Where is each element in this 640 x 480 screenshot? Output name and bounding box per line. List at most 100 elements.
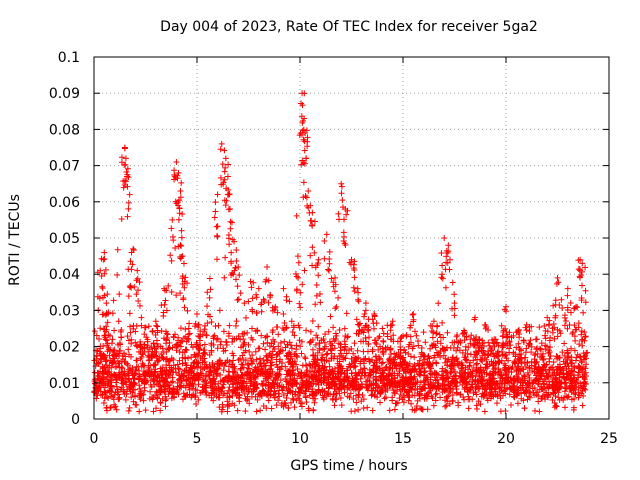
band-point bbox=[424, 406, 431, 413]
spike-point bbox=[124, 165, 131, 172]
spike-point bbox=[136, 279, 143, 286]
band-point bbox=[344, 393, 351, 400]
spike-point bbox=[196, 333, 203, 340]
spike-point bbox=[94, 293, 101, 300]
band-point bbox=[481, 408, 488, 415]
band-point bbox=[219, 401, 226, 408]
band-point bbox=[567, 309, 574, 316]
spike-point bbox=[578, 272, 585, 279]
band-point bbox=[229, 400, 236, 407]
data-point bbox=[103, 300, 110, 307]
spike-point bbox=[421, 368, 428, 375]
band-point bbox=[309, 391, 316, 398]
data-point bbox=[222, 155, 229, 162]
band-point bbox=[571, 395, 578, 402]
band-point bbox=[373, 368, 380, 375]
band-point bbox=[367, 358, 374, 365]
spike-point bbox=[250, 279, 257, 286]
band-point bbox=[305, 383, 312, 390]
band-point bbox=[262, 346, 269, 353]
band-point bbox=[242, 408, 249, 415]
band-point bbox=[269, 368, 276, 375]
band-point bbox=[142, 324, 149, 331]
band-point bbox=[170, 356, 177, 363]
band-point bbox=[160, 349, 167, 356]
data-point bbox=[214, 191, 221, 198]
band-point bbox=[464, 350, 471, 357]
spike-point bbox=[180, 295, 187, 302]
band-point bbox=[283, 394, 290, 401]
band-point bbox=[132, 328, 139, 335]
band-point bbox=[408, 400, 415, 407]
band-point bbox=[370, 375, 377, 382]
band-point bbox=[166, 362, 173, 369]
band-point bbox=[353, 399, 360, 406]
spike-point bbox=[347, 261, 354, 268]
band-point bbox=[130, 398, 137, 405]
band-point bbox=[364, 382, 371, 389]
band-point bbox=[467, 374, 474, 381]
band-point bbox=[272, 375, 279, 382]
band-point bbox=[473, 384, 480, 391]
band-point bbox=[439, 319, 446, 326]
band-point bbox=[248, 378, 255, 385]
band-point bbox=[475, 398, 482, 405]
band-point bbox=[561, 363, 568, 370]
band-point bbox=[149, 328, 156, 335]
band-point bbox=[427, 382, 434, 389]
band-point bbox=[305, 405, 312, 412]
spike-point bbox=[350, 261, 357, 268]
spike-point bbox=[265, 277, 272, 284]
band-point bbox=[207, 286, 214, 293]
band-point bbox=[388, 373, 395, 380]
spike-point bbox=[361, 310, 368, 317]
spike-point bbox=[145, 354, 152, 361]
band-point bbox=[206, 361, 213, 368]
band-point bbox=[422, 375, 429, 382]
band-point bbox=[161, 367, 168, 374]
spike-point bbox=[192, 320, 199, 327]
spike-point bbox=[101, 292, 108, 299]
band-point bbox=[128, 340, 135, 347]
band-point bbox=[165, 344, 172, 351]
band-point bbox=[561, 394, 568, 401]
band-point bbox=[166, 388, 173, 395]
spike-point bbox=[281, 320, 288, 327]
band-point bbox=[550, 366, 557, 373]
band-point bbox=[532, 360, 539, 367]
data-point bbox=[177, 187, 184, 194]
band-point bbox=[550, 320, 557, 327]
spike-point bbox=[270, 336, 277, 343]
band-point bbox=[473, 361, 480, 368]
spike-point bbox=[223, 185, 230, 192]
band-point bbox=[447, 370, 454, 377]
band-point bbox=[254, 371, 261, 378]
band-point bbox=[432, 391, 439, 398]
spike-point bbox=[582, 264, 589, 271]
spike-point bbox=[193, 341, 200, 348]
band-point bbox=[277, 339, 284, 346]
band-point bbox=[183, 378, 190, 385]
band-point bbox=[284, 341, 291, 348]
band-point bbox=[176, 376, 183, 383]
band-point bbox=[576, 341, 583, 348]
band-point bbox=[543, 372, 550, 379]
band-point bbox=[387, 364, 394, 371]
data-point bbox=[194, 311, 200, 318]
spike-point bbox=[111, 358, 118, 365]
spike-point bbox=[433, 323, 440, 330]
data-point bbox=[389, 318, 396, 325]
band-point bbox=[434, 338, 441, 345]
band-point bbox=[437, 348, 444, 355]
spike-point bbox=[399, 356, 406, 363]
band-point bbox=[322, 369, 329, 376]
band-point bbox=[268, 354, 275, 361]
band-point bbox=[421, 356, 428, 363]
band-point bbox=[230, 364, 237, 371]
data-point bbox=[130, 245, 137, 252]
band-point bbox=[271, 388, 278, 395]
band-point bbox=[211, 363, 218, 370]
y-tick-label: 0.08 bbox=[49, 122, 80, 138]
band-point bbox=[262, 362, 269, 369]
spike-point bbox=[332, 305, 339, 312]
